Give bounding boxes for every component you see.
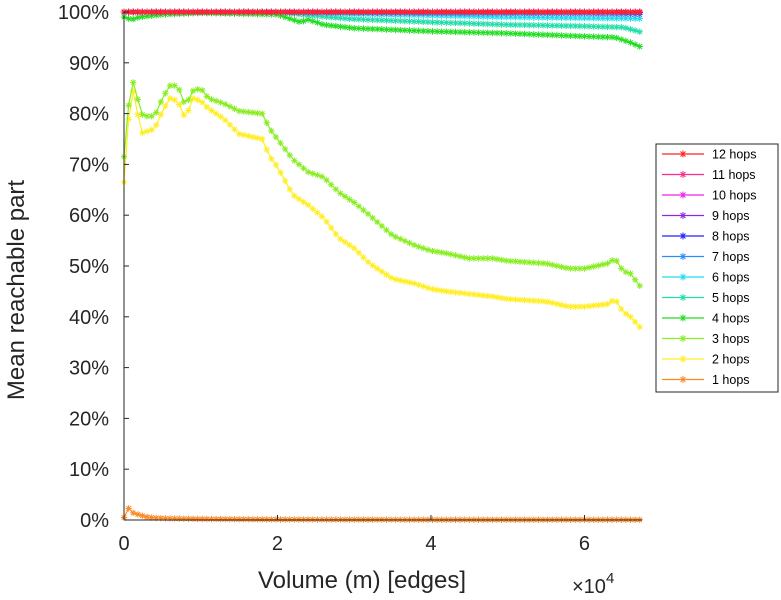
- legend-item-8-hops: 8 hops: [662, 230, 750, 244]
- legend-label: 2 hops: [712, 353, 750, 367]
- legend-label: 4 hops: [712, 312, 750, 326]
- x-tick-label: 4: [425, 533, 436, 555]
- legend-label: 12 hops: [712, 148, 756, 162]
- legend-label: 1 hops: [712, 373, 750, 387]
- legend-swatch-marker: [679, 294, 687, 301]
- legend-items: 12 hops 11 hops 10 hops 9 hops 8 hops 7 hops 6…: [662, 148, 756, 387]
- ticks-layer: 0 2 4 60%10%20%30%40%50%60%70%80%90%100%: [58, 2, 590, 555]
- legend-item-12-hops: 12 hops: [662, 148, 756, 162]
- legend-item-4-hops: 4 hops: [662, 312, 750, 326]
- legend-item-2-hops: 2 hops: [662, 353, 750, 367]
- legend-swatch-marker: [679, 150, 687, 158]
- legend-item-10-hops: 10 hops: [662, 189, 756, 203]
- x-tick-label: 0: [118, 533, 129, 555]
- legend-swatch-marker: [679, 191, 687, 199]
- y-tick-label: 30%: [69, 358, 109, 380]
- y-tick-label: 60%: [69, 205, 109, 227]
- legend: 12 hops 11 hops 10 hops 9 hops 8 hops 7 hops 6…: [655, 143, 779, 393]
- x-axis-exponent-base: ×10: [572, 576, 606, 598]
- x-tick-label: 6: [579, 533, 590, 555]
- legend-swatch-marker: [679, 253, 687, 260]
- legend-item-9-hops: 9 hops: [662, 209, 750, 223]
- y-tick-label: 50%: [69, 256, 109, 278]
- legend-item-1-hops: 1 hops: [662, 373, 750, 387]
- y-tick-label: 70%: [69, 154, 109, 176]
- legend-item-5-hops: 5 hops: [662, 291, 750, 305]
- legend-swatch-marker: [679, 335, 687, 342]
- y-tick-label: 80%: [69, 104, 109, 126]
- legend-item-6-hops: 6 hops: [662, 271, 750, 285]
- y-tick-label: 90%: [69, 53, 109, 75]
- legend-swatch-marker: [679, 171, 687, 178]
- x-tick-label: 2: [272, 533, 283, 555]
- legend-item-7-hops: 7 hops: [662, 250, 750, 264]
- legend-swatch-marker: [679, 273, 687, 281]
- legend-item-11-hops: 11 hops: [662, 168, 756, 182]
- y-axis-label: Mean reachable part: [3, 180, 30, 400]
- y-tick-label: 0%: [80, 510, 109, 532]
- legend-label: 5 hops: [712, 291, 750, 305]
- y-tick-label: 20%: [69, 408, 109, 430]
- legend-label: 6 hops: [712, 271, 750, 285]
- legend-item-3-hops: 3 hops: [662, 332, 750, 346]
- x-axis-exponent: ×104: [572, 570, 614, 598]
- legend-swatch-marker: [679, 376, 687, 383]
- x-axis-label: Volume (m) [edges]: [258, 567, 466, 594]
- y-tick-label: 10%: [69, 459, 109, 481]
- x-axis-exponent-power: 4: [606, 570, 614, 587]
- series-2-hops: [120, 87, 643, 331]
- legend-label: 9 hops: [712, 209, 750, 223]
- legend-swatch-marker: [679, 212, 687, 219]
- legend-box: [655, 143, 779, 393]
- legend-label: 10 hops: [712, 189, 756, 203]
- legend-swatch-marker: [679, 355, 687, 363]
- legend-label: 8 hops: [712, 230, 750, 244]
- legend-label: 11 hops: [712, 168, 756, 182]
- y-tick-label: 100%: [58, 2, 109, 24]
- legend-label: 3 hops: [712, 332, 750, 346]
- legend-swatch-marker: [679, 232, 687, 240]
- y-tick-label: 40%: [69, 307, 109, 329]
- legend-label: 7 hops: [712, 250, 750, 264]
- series-3-hops: [120, 79, 643, 290]
- legend-swatch-marker: [679, 314, 687, 322]
